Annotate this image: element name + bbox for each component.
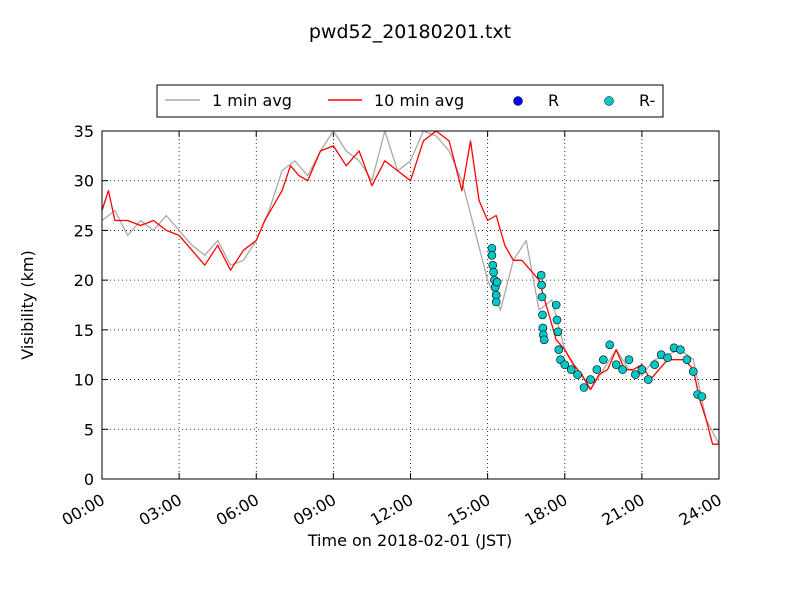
legend: 1 min avg 10 min avg R R- (156, 84, 664, 118)
x-tick-label: 03:00 (136, 490, 185, 530)
series-point-r (697, 392, 707, 401)
x-tick-label: 09:00 (290, 490, 339, 530)
series-point-r (682, 355, 692, 365)
series-point-r (487, 251, 497, 260)
y-tick-label: 25 (74, 221, 94, 240)
series-point-r (560, 360, 570, 370)
series-point-r (605, 340, 615, 350)
series-point-r (553, 327, 563, 337)
series-point-r (537, 292, 547, 302)
series-point-r (598, 355, 608, 365)
plot-frame (101, 130, 720, 480)
series-point-r (573, 370, 582, 379)
series-point-r (624, 355, 634, 365)
series-layer (101, 130, 720, 445)
x-tick-label: 15:00 (444, 490, 493, 530)
y-tick-label: 5 (84, 420, 94, 439)
series-point-r (631, 370, 640, 379)
series-point-r (554, 345, 564, 355)
x-tick-label: 18:00 (521, 490, 570, 530)
series-point-r (586, 375, 595, 384)
series-line-10-min-avg (101, 130, 719, 445)
series-point-r (579, 383, 589, 392)
legend-label-1min: 1 min avg (212, 91, 292, 110)
series-point-r (538, 310, 547, 320)
series-point-r (551, 300, 561, 310)
legend-marker-r-minus (604, 96, 614, 106)
y-tick-label: 10 (74, 371, 94, 390)
series-point-r (663, 353, 672, 363)
y-axis-label: Visibility (km) (18, 250, 37, 359)
x-tick-label: 12:00 (367, 490, 416, 530)
series-point-r (637, 365, 647, 374)
y-tick-label: 0 (84, 470, 94, 489)
grid (102, 131, 719, 479)
legend-marker-r (513, 96, 523, 106)
y-tick-label: 35 (74, 122, 94, 141)
series-point-r (676, 345, 685, 355)
legend-label-r-minus: R- (639, 91, 655, 110)
x-tick-label: 06:00 (213, 490, 262, 530)
y-tick-label: 30 (74, 172, 94, 191)
legend-box (156, 84, 664, 118)
x-axis-label: Time on 2018-02-01 (JST) (307, 531, 512, 550)
legend-label-r: R (548, 91, 559, 110)
y-tick-label: 15 (74, 321, 94, 340)
series-point-r (650, 360, 660, 370)
legend-label-10min: 10 min avg (374, 91, 464, 110)
series-point-r (611, 360, 621, 370)
series-point-r (566, 365, 576, 374)
axis-ticks: 00:00 03:00 06:00 09:00 12:00 15:00 18:00 21:00… (59, 122, 725, 530)
series-point-r (618, 365, 627, 374)
chart-title: pwd52_20180201.txt (309, 21, 511, 43)
x-tick-label: 00:00 (59, 490, 108, 530)
series-point-r (489, 267, 498, 277)
series-point-r (536, 270, 546, 280)
y-tick-label: 20 (74, 271, 94, 290)
series-point-r (592, 365, 602, 374)
x-tick-label: 21:00 (598, 490, 647, 530)
series-point-r (491, 297, 501, 307)
series-point-r (552, 315, 562, 325)
series-point-r (688, 367, 698, 376)
series-point-r (492, 277, 502, 287)
series-point-r (539, 335, 549, 345)
x-tick-label: 24:00 (676, 490, 725, 530)
series-point-r (643, 375, 653, 384)
series-point-r (537, 280, 546, 290)
